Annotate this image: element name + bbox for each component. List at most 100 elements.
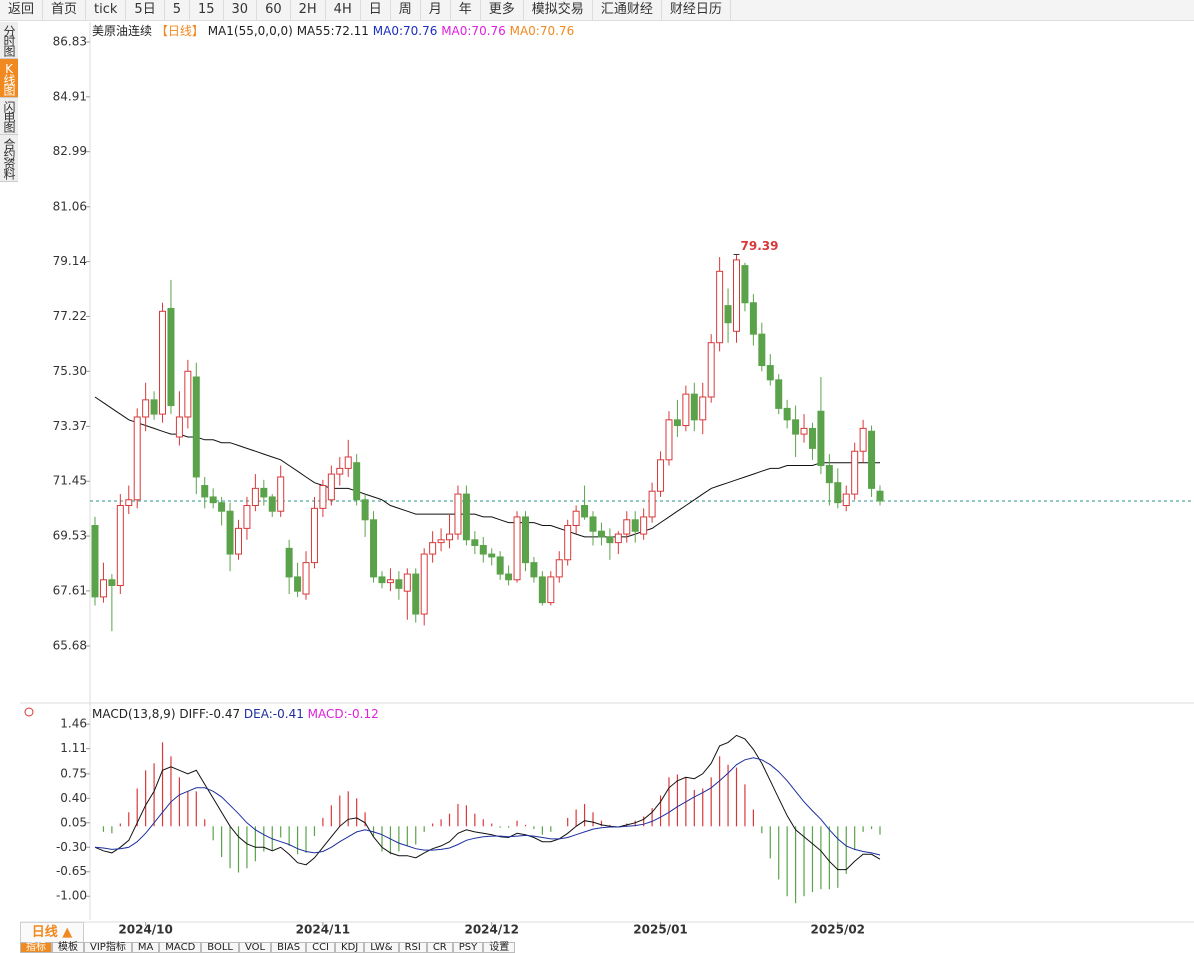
period-label: 【日线】 [156, 24, 204, 38]
candle-body [699, 396, 707, 421]
macd-tick-label: 1.11 [60, 741, 87, 755]
candle-body [724, 305, 732, 324]
candle-body [792, 419, 800, 435]
candle-body [606, 536, 614, 544]
candle-body [614, 533, 622, 544]
settings-icon[interactable] [24, 707, 34, 717]
candle-body [783, 407, 791, 421]
candle-body [564, 525, 572, 561]
indicator-tab[interactable]: CCI [306, 942, 336, 953]
y-tick-label: 81.06 [53, 199, 87, 213]
candle-body [859, 427, 867, 452]
candle-body [370, 519, 378, 578]
candle-body [268, 496, 276, 512]
indicator-tab[interactable]: MACD [159, 942, 202, 953]
macd-tick-label: -0.30 [56, 840, 87, 854]
candle-body [749, 302, 757, 335]
x-tick-label: 2024/12 [464, 923, 518, 937]
candle-body [336, 467, 344, 475]
indicator-tab[interactable]: LW& [364, 942, 399, 953]
toolbar-button[interactable]: 5日 [126, 0, 165, 20]
candle-body [741, 265, 749, 304]
toolbar-button[interactable]: 首页 [43, 0, 87, 20]
x-tick-label: 2025/02 [811, 923, 865, 937]
toolbar-button[interactable]: 2H [291, 0, 326, 20]
y-tick-label: 75.30 [53, 364, 87, 378]
candle-body [353, 462, 361, 501]
candle-body [319, 485, 327, 509]
indicator-tab[interactable]: 模板 [52, 942, 84, 953]
candle-body [91, 525, 99, 598]
macd-tick-label: -0.65 [56, 864, 87, 878]
indicator-tab[interactable]: 设置 [483, 942, 516, 953]
indicator-tab[interactable]: RSI [398, 942, 427, 953]
legend-entry: MA0:70.76 [441, 24, 506, 38]
candle-body [657, 459, 665, 492]
y-tick-label: 71.45 [53, 474, 87, 488]
y-tick-label: 77.22 [53, 309, 87, 323]
candle-body [775, 379, 783, 409]
legend-entry: MA0:70.76 [373, 24, 438, 38]
sidebar-tab[interactable]: 闪电图 [0, 98, 18, 135]
y-tick-label: 82.99 [53, 144, 87, 158]
indicator-tab[interactable]: BIAS [271, 942, 307, 953]
indicator-tab[interactable]: BOLL [201, 942, 239, 953]
indicator-tab[interactable]: MA [131, 942, 160, 953]
macd-tick-label: 1.46 [60, 717, 87, 731]
toolbar-button[interactable]: 月 [421, 0, 451, 20]
sidebar-tab[interactable]: K线图 [0, 59, 18, 98]
candle-body [412, 573, 420, 615]
toolbar-button[interactable]: 年 [451, 0, 481, 20]
candle-body [623, 519, 631, 535]
toolbar-button[interactable]: 4H [326, 0, 361, 20]
candle-body [597, 530, 605, 538]
indicator-tab[interactable]: 指标 [20, 942, 52, 953]
candle-body [547, 576, 555, 604]
sidebar-tab[interactable]: 合约资料 [0, 135, 18, 182]
macd-header: MACD(13,8,9) DIFF:-0.47 DEA:-0.41 MACD:-… [92, 707, 379, 721]
toolbar-button[interactable]: 模拟交易 [524, 0, 593, 20]
toolbar-button[interactable]: 日 [361, 0, 391, 20]
candle-body [555, 559, 563, 578]
candle-body [572, 510, 580, 527]
candle-body [251, 487, 259, 507]
toolbar-button[interactable]: 60 [257, 0, 291, 20]
toolbar-button[interactable]: 财经日历 [662, 0, 731, 20]
toolbar-button[interactable]: 15 [190, 0, 224, 20]
candle-body [581, 505, 589, 518]
candle-body [125, 499, 133, 507]
candle-body [226, 510, 234, 555]
sidebar-tab[interactable]: 分时图 [0, 22, 18, 59]
indicator-tab[interactable]: CR [426, 942, 453, 953]
indicator-tab[interactable]: KDJ [335, 942, 365, 953]
sidebar: 分时图 K线图 闪电图 合约资料 [0, 22, 18, 182]
candle-body [327, 473, 335, 501]
toolbar-button[interactable]: 30 [224, 0, 258, 20]
indicator-tab[interactable]: VIP指标 [84, 942, 132, 953]
candle-body [184, 370, 192, 418]
candle-body [116, 505, 124, 586]
toolbar-button[interactable]: 汇通财经 [593, 0, 662, 20]
y-tick-label: 65.68 [53, 639, 87, 653]
candle-body [834, 482, 842, 504]
toolbar-button[interactable]: 返回 [0, 0, 44, 20]
toolbar-button[interactable]: 更多 [481, 0, 524, 20]
candle-body [260, 487, 268, 498]
x-tick-label: 2025/01 [633, 923, 687, 937]
indicator-tab[interactable]: VOL [238, 942, 272, 953]
macd-tick-label: 0.75 [60, 766, 87, 780]
toolbar-button[interactable]: 5 [165, 0, 190, 20]
candle-body [99, 579, 107, 598]
candle-body [716, 270, 724, 344]
indicator-tab[interactable]: PSY [452, 942, 484, 953]
toolbar-button[interactable]: 周 [391, 0, 421, 20]
toolbar-button[interactable]: tick [86, 0, 127, 20]
candle-body [420, 553, 428, 615]
candle-body [429, 542, 437, 555]
y-tick-label: 84.91 [53, 89, 87, 103]
candle-body [538, 576, 546, 604]
toolbar: 返回 首页 tick 5日 5 15 30 60 2H 4H 日周月年更多 模拟交易 汇通财经 财经日历 [0, 0, 1194, 21]
candle-body [437, 539, 445, 544]
legend-entry: MA55:72.11 [297, 24, 369, 38]
